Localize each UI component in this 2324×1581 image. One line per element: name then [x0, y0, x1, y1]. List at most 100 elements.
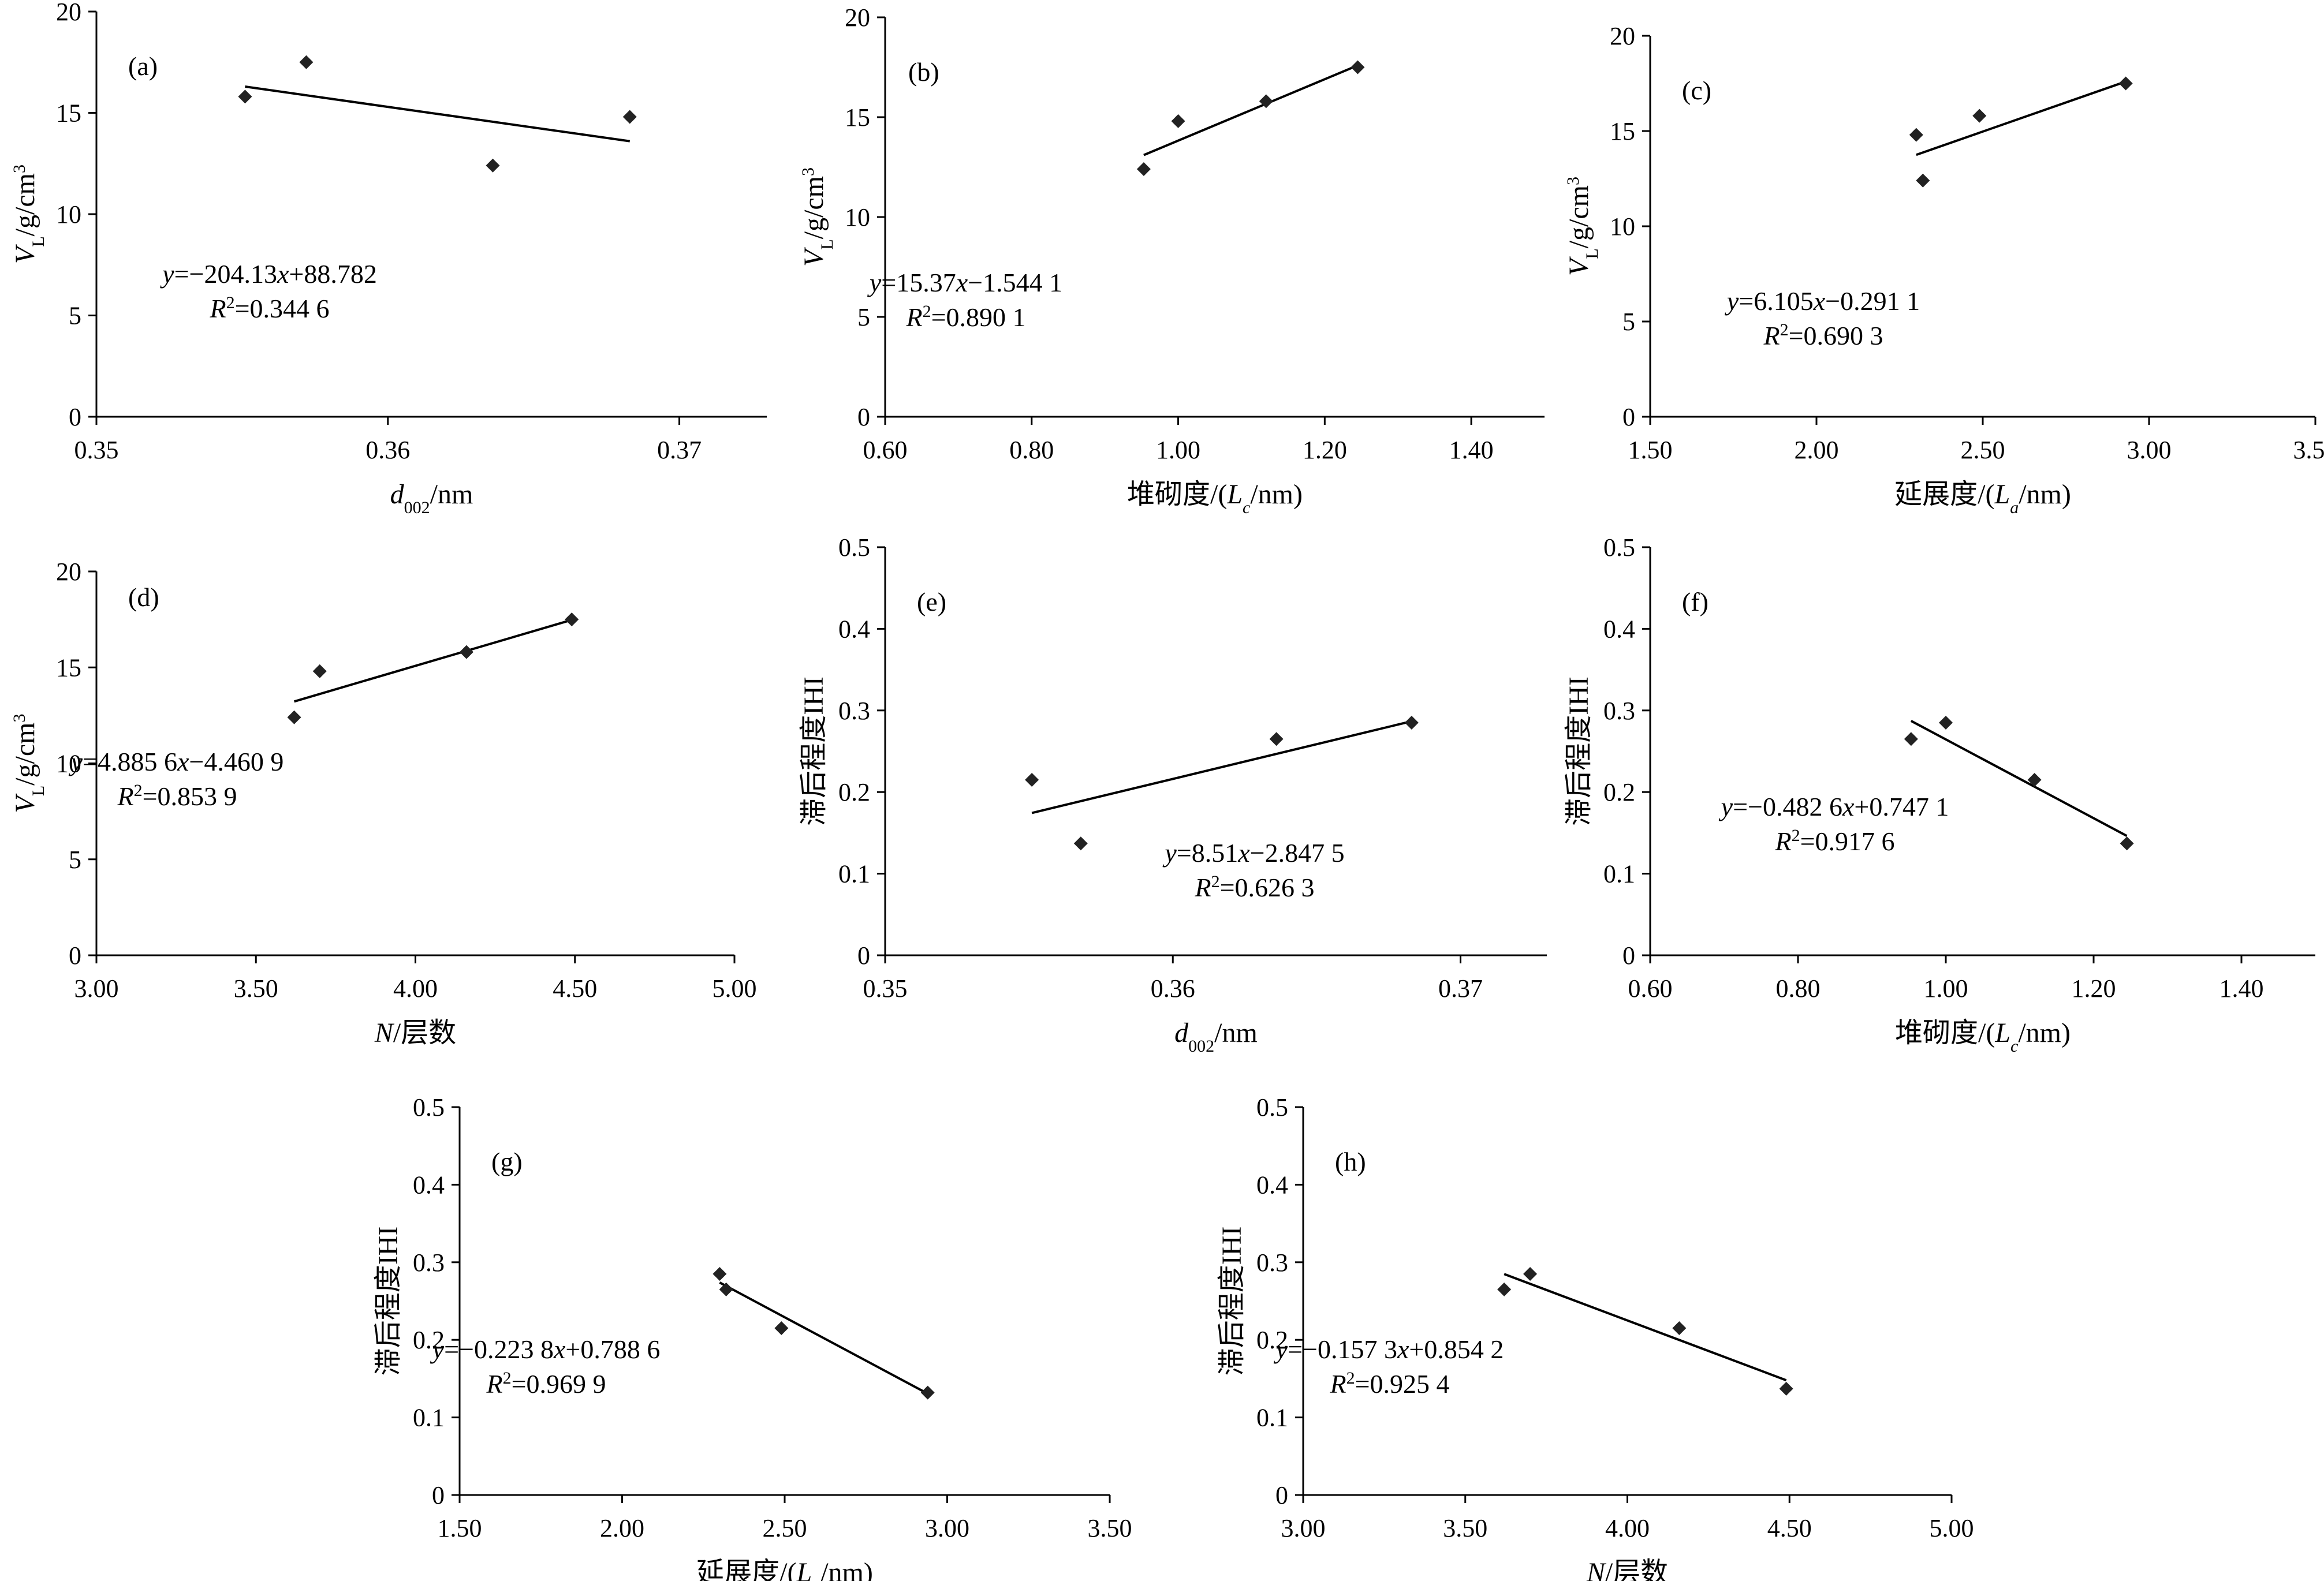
data-point — [486, 158, 500, 173]
y-tick-label: 15 — [56, 653, 81, 682]
panel-label: (e) — [917, 587, 946, 616]
r-squared: R2=0.853 9 — [117, 781, 237, 812]
data-point — [459, 645, 473, 659]
x-tick-label: 3.00 — [74, 974, 119, 1003]
x-tick-label: 1.20 — [1303, 436, 1347, 464]
regression-equation: y=−0.223 8x+0.788 6 — [430, 1335, 661, 1364]
x-tick-label: 2.50 — [763, 1514, 807, 1542]
x-tick-label: 4.00 — [1605, 1514, 1650, 1542]
regression-line — [1143, 64, 1359, 156]
x-tick-label: 3.00 — [2127, 436, 2172, 464]
y-tick-label: 0.4 — [413, 1171, 445, 1199]
y-axis-title: 滞后程度IHI — [373, 1227, 404, 1376]
regression-line — [719, 1281, 928, 1395]
x-tick-label: 2.00 — [1795, 436, 1839, 464]
x-tick-label: 3.50 — [2293, 436, 2324, 464]
x-axis-title: 延展度/(La/nm) — [1894, 479, 2071, 517]
x-tick-label: 3.00 — [1281, 1514, 1326, 1542]
data-point — [920, 1385, 935, 1400]
data-point — [2118, 76, 2133, 91]
y-tick-label: 0 — [432, 1481, 445, 1509]
data-point — [2027, 772, 2042, 787]
panel-label: (g) — [491, 1147, 523, 1176]
y-tick-label: 10 — [845, 203, 870, 231]
x-tick-label: 0.37 — [657, 436, 702, 464]
regression-line — [1910, 720, 2128, 837]
regression-equation: y=6.105x−0.291 1 — [1725, 286, 1920, 316]
y-tick-label: 0 — [1622, 403, 1635, 431]
y-tick-label: 0.3 — [1603, 697, 1635, 725]
x-tick-label: 1.50 — [1628, 436, 1673, 464]
x-tick-label: 1.40 — [1449, 436, 1494, 464]
y-tick-label: 20 — [56, 0, 81, 26]
y-tick-label: 0.2 — [1256, 1326, 1288, 1354]
data-point — [2120, 836, 2134, 851]
x-tick-label: 3.50 — [1443, 1514, 1487, 1542]
r-squared: R2=0.917 6 — [1774, 826, 1894, 857]
data-point — [1351, 60, 1365, 74]
y-axis-title: VL/g/cm3 — [10, 714, 48, 813]
x-tick-label: 0.36 — [365, 436, 410, 464]
r-squared: R2=0.890 1 — [905, 302, 1025, 332]
y-tick-label: 0.5 — [838, 533, 870, 562]
panel-label: (d) — [128, 582, 159, 612]
x-tick-label: 4.50 — [553, 974, 597, 1003]
y-tick-label: 0.1 — [1256, 1404, 1288, 1432]
y-tick-label: 20 — [845, 3, 870, 32]
regression-line — [245, 85, 631, 143]
data-point — [1779, 1381, 1793, 1396]
x-axis-title: d002/nm — [1174, 1018, 1258, 1056]
r-squared: R2=0.344 6 — [209, 293, 329, 324]
regression-line — [293, 619, 572, 703]
x-axis-title: N/层数 — [1586, 1557, 1668, 1581]
data-point — [622, 110, 637, 124]
y-tick-label: 0.2 — [413, 1326, 445, 1354]
data-point — [1916, 173, 1930, 188]
panel-b: 0 5 10 15 20 0.60 0.80 1.00 1.20 1.40 堆砌度/(Lc/nm) V… — [799, 3, 1545, 517]
panel-g: 0 0.1 0.2 0.3 0.4 0.5 1.50 2.00 2.50 3.00 3.50 延展度/… — [373, 1093, 1132, 1581]
y-tick-label: 0 — [1275, 1481, 1288, 1509]
regression-line — [1504, 1273, 1787, 1382]
panel-d: 0 5 10 15 20 3.00 3.50 4.00 4.50 5.00 N/层数 VL/g/cm3… — [10, 558, 757, 1048]
x-tick-label: 5.00 — [713, 974, 757, 1003]
y-tick-label: 0 — [1622, 941, 1635, 970]
y-tick-label: 0.4 — [1603, 615, 1635, 643]
panel-label: (a) — [128, 51, 158, 81]
panel-label: (h) — [1335, 1147, 1366, 1176]
data-point — [299, 55, 314, 69]
data-point — [713, 1266, 727, 1281]
y-tick-label: 0.3 — [413, 1249, 445, 1277]
y-tick-label: 0.4 — [838, 615, 870, 643]
x-axis-title: 堆砌度/(Lc/nm) — [1127, 479, 1303, 517]
y-tick-label: 0.3 — [1256, 1249, 1288, 1277]
y-tick-label: 0 — [857, 941, 870, 970]
y-tick-label: 5 — [857, 303, 870, 331]
y-axis-title: 滞后程度IHI — [1564, 676, 1594, 826]
panel-h: 0 0.1 0.2 0.3 0.4 0.5 3.00 3.50 4.00 4.50 5.00 N/层数… — [1217, 1093, 1974, 1581]
data-point — [238, 89, 252, 104]
x-tick-label: 3.50 — [1088, 1514, 1132, 1542]
y-tick-label: 10 — [56, 200, 81, 229]
x-tick-label: 1.00 — [1156, 436, 1200, 464]
data-point — [1523, 1266, 1538, 1281]
x-tick-label: 2.50 — [1961, 436, 2005, 464]
x-tick-label: 2.00 — [600, 1514, 644, 1542]
x-tick-label: 0.80 — [1776, 974, 1821, 1003]
x-tick-label: 3.50 — [234, 974, 278, 1003]
regression-equation: y=−204.13x+88.782 — [160, 259, 377, 289]
data-point — [1404, 716, 1419, 730]
regression-line — [1916, 80, 2127, 156]
y-axis-title: VL/g/cm3 — [799, 167, 837, 267]
y-tick-label: 0 — [857, 403, 870, 431]
y-tick-label: 0 — [69, 941, 81, 970]
panel-label: (f) — [1682, 587, 1709, 616]
data-point — [1259, 94, 1273, 109]
data-point — [1136, 162, 1151, 176]
r-squared: R2=0.969 9 — [486, 1369, 606, 1399]
x-tick-label: 0.36 — [1151, 974, 1195, 1003]
x-tick-label: 0.60 — [1628, 974, 1673, 1003]
y-axis-title: VL/g/cm3 — [1564, 177, 1602, 276]
y-tick-label: 0.1 — [838, 860, 870, 888]
x-tick-label: 1.50 — [438, 1514, 482, 1542]
y-tick-label: 0.3 — [838, 697, 870, 725]
